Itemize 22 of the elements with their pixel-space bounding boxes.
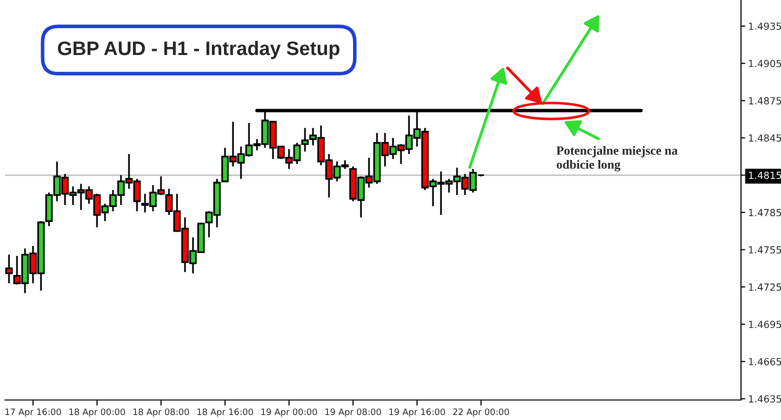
y-tick-label: 1.4635 [749, 395, 781, 403]
y-tick-label: 1.4725 [749, 283, 781, 291]
y-tick-label: 1.4755 [749, 246, 781, 254]
y-tick-label: 1.4845 [749, 134, 781, 142]
y-tick-label: 1.4935 [749, 22, 781, 30]
y-tick-label: 1.4815 [749, 172, 781, 179]
annotation: Potencjalne miejsce na odbicie long [556, 146, 678, 172]
y-tick-label: 1.4905 [749, 60, 781, 68]
y-tick-label: 1.4695 [749, 320, 781, 328]
y-tick-label: 1.4875 [749, 97, 781, 104]
x-tick-label: 18 Apr 00:00 [69, 408, 125, 417]
x-tick-label: 17 Apr 16:00 [5, 408, 61, 417]
x-tick-label: 18 Apr 16:00 [197, 408, 253, 417]
x-tick-label: 22 Apr 00:00 [453, 408, 509, 417]
x-tick-label: 19 Apr 08:00 [325, 408, 381, 417]
candlestick [5, 254, 13, 284]
x-tick-label: 18 Apr 08:00 [133, 408, 189, 417]
x-tick-label: 19 Apr 16:00 [389, 408, 445, 417]
text: GBP AUD - H1 - Intraday Setup [58, 40, 340, 60]
x-tick-label: 19 Apr 00:00 [261, 408, 317, 417]
y-tick-label: 1.4665 [749, 358, 781, 366]
y-tick-label: 1.4785 [749, 208, 781, 216]
